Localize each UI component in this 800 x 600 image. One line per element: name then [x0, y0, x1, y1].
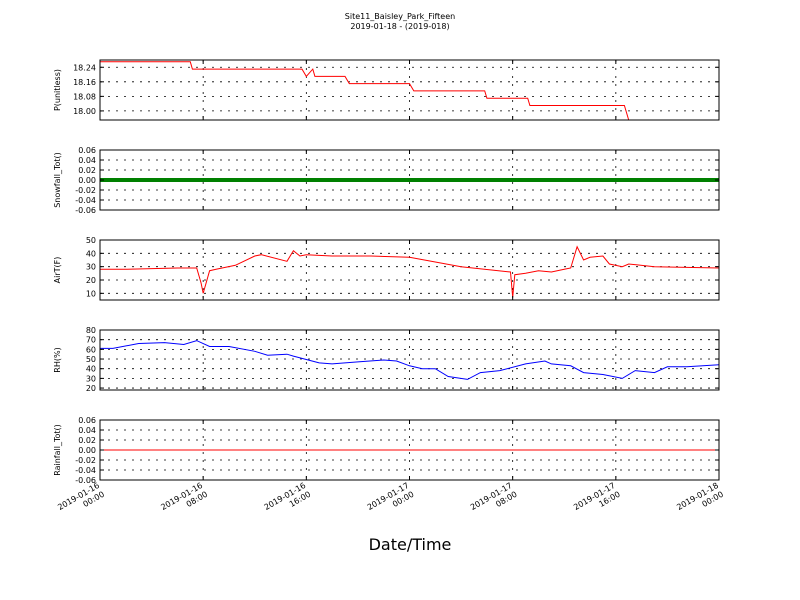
y-tick-label: 18.00: [73, 107, 96, 116]
y-axis-label: RH(%): [53, 347, 62, 372]
panel-3: 50 40 30 20 10 AirT(F): [53, 236, 720, 301]
y-tick-label: 80: [86, 326, 96, 335]
y-tick-label: 30: [86, 374, 96, 383]
y-tick-label: 0.04: [78, 156, 96, 165]
y-tick-label: 50: [86, 236, 96, 245]
series-line: [100, 340, 720, 380]
y-tick-label: 60: [86, 345, 96, 354]
y-tick-label: 20: [86, 384, 96, 393]
y-tick-label: 30: [86, 263, 96, 272]
y-tick-label: 0.02: [78, 436, 96, 445]
panels-group: 18.0018.0818.1618.24P(unitless)0.060.040…: [53, 59, 720, 485]
y-tick-label: 18.08: [73, 92, 96, 101]
y-tick-label: 0.06: [78, 146, 96, 155]
y-tick-label: 40: [86, 249, 96, 258]
y-tick-label: 0.00: [78, 446, 96, 455]
chart-title: Site11_Baisley_Park_Fifteen: [345, 12, 455, 21]
y-tick-label: 0.04: [78, 426, 96, 435]
panel-2: 0.060.040.020.00-0.02-0.04-0.06 Snowfall_…: [53, 146, 720, 215]
panel-5: 0.060.040.020.00-0.02-0.04-0.06 Rainfall_…: [53, 416, 720, 485]
y-tick-label: -0.04: [75, 196, 96, 205]
panel-1: 18.00 18.08 18.16 18.24 P(unitless): [53, 59, 720, 121]
y-axis-label: Rainfall_Tot(): [53, 424, 62, 476]
y-tick-label: -0.04: [75, 466, 96, 475]
y-axis-label: Snowfall_Tot(): [53, 152, 62, 208]
x-axis-label: Date/Time: [369, 535, 452, 554]
y-tick-label: 20: [86, 276, 96, 285]
y-tick-label: -0.06: [75, 206, 96, 215]
y-tick-label: 10: [86, 289, 96, 298]
y-tick-label: 0.00: [78, 176, 96, 185]
y-tick-label: 18.16: [73, 78, 96, 87]
y-tick-label: -0.02: [75, 456, 96, 465]
y-tick-label: 40: [86, 365, 96, 374]
y-tick-label: 0.02: [78, 166, 96, 175]
y-tick-label: 70: [86, 336, 96, 345]
chart-subtitle: 2019-01-18 - (2019-018): [350, 22, 449, 31]
y-tick-label: 18.24: [73, 63, 96, 72]
y-tick-label: -0.06: [75, 476, 96, 485]
y-axis-label: AirT(F): [53, 257, 62, 284]
y-tick-label: 50: [86, 355, 96, 364]
y-tick-label: 0.06: [78, 416, 96, 425]
y-axis-label: P(unitless): [53, 69, 62, 111]
series-line: [100, 61, 719, 121]
series-line: [100, 245, 720, 298]
y-tick-label: -0.02: [75, 186, 96, 195]
